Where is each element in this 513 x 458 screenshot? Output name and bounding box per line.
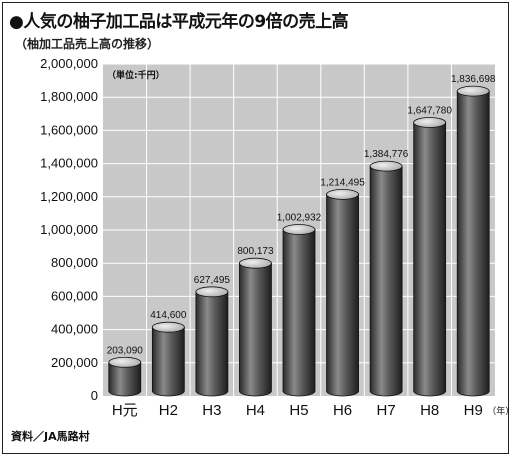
data-label: 203,090 bbox=[107, 345, 144, 356]
y-tick-label: 1,200,000 bbox=[40, 189, 98, 204]
bar-H4: 800,173 bbox=[237, 246, 274, 397]
bar-top bbox=[108, 356, 142, 368]
bar-H3: 627,495 bbox=[194, 275, 231, 397]
chart-subtitle: （柚加工品売上高の推移） bbox=[15, 37, 160, 51]
bar-body bbox=[195, 291, 229, 397]
data-label: 1,647,780 bbox=[407, 105, 452, 116]
bar-H元: 203,090 bbox=[107, 345, 144, 397]
bar-top bbox=[456, 85, 490, 97]
x-tick-label: H3 bbox=[202, 402, 221, 419]
bar-body bbox=[108, 361, 142, 397]
bar-H2: 414,600 bbox=[150, 310, 187, 397]
y-axis-ticks: 0 200,000 400,000 600,000 800,000 1,000,000 1,… bbox=[40, 56, 98, 403]
y-tick-label: 2,000,000 bbox=[40, 56, 98, 71]
bar-top bbox=[195, 286, 229, 298]
data-label: 800,173 bbox=[237, 246, 274, 257]
bar-body bbox=[369, 165, 403, 397]
y-tick-label: 1,600,000 bbox=[40, 122, 98, 137]
chart-title: ●人気の柚子加工品は平成元年の9倍の売上高 bbox=[9, 12, 349, 32]
x-tick-label: H6 bbox=[333, 402, 352, 419]
y-tick-label: 1,800,000 bbox=[40, 89, 98, 104]
data-label: 1,836,698 bbox=[451, 74, 496, 85]
x-tick-label: H5 bbox=[289, 402, 308, 419]
data-label: 627,495 bbox=[194, 275, 231, 286]
bar-body bbox=[239, 262, 272, 397]
bar-body bbox=[151, 326, 185, 397]
y-tick-label: 400,000 bbox=[51, 322, 98, 337]
data-label: 1,002,932 bbox=[277, 213, 322, 224]
bar-body bbox=[326, 193, 359, 397]
bar-H6: 1,214,495 bbox=[320, 177, 365, 397]
x-tick-label: H9 bbox=[464, 402, 483, 419]
bar-body bbox=[413, 122, 447, 397]
y-tick-label: 0 bbox=[91, 388, 98, 403]
x-unit-label: （年） bbox=[487, 405, 508, 417]
bar-body bbox=[282, 229, 316, 397]
bar-H8: 1,647,780 bbox=[407, 105, 452, 397]
x-tick-label: H元 bbox=[112, 402, 138, 419]
bar-top bbox=[326, 188, 359, 200]
bars: 203,090 414,600 627,495 800,173 1,002,932 1,2… bbox=[107, 74, 496, 397]
bar-H7: 1,384,776 bbox=[364, 149, 409, 397]
x-tick-label: H8 bbox=[420, 402, 439, 419]
unit-label: （単位:千円） bbox=[107, 69, 165, 81]
chart-frame: ●人気の柚子加工品は平成元年の9倍の売上高 （柚加工品売上高の推移） 0 200,… bbox=[2, 2, 509, 454]
data-label: 1,384,776 bbox=[364, 149, 409, 160]
bar-top bbox=[413, 117, 447, 128]
x-tick-label: H2 bbox=[159, 402, 178, 419]
bar-H9: 1,836,698 bbox=[451, 74, 496, 397]
bar-top bbox=[282, 224, 316, 235]
y-tick-label: 600,000 bbox=[51, 288, 98, 303]
bar-top bbox=[151, 321, 185, 333]
y-tick-label: 1,400,000 bbox=[40, 156, 98, 171]
data-label: 414,600 bbox=[150, 310, 187, 321]
y-tick-label: 800,000 bbox=[51, 255, 98, 270]
x-axis-categories: H元 H2 H3 H4 H5 H6 H7 H8 H9 （年） bbox=[112, 402, 508, 419]
bar-H5: 1,002,932 bbox=[277, 213, 322, 397]
source-note: 資料／JA馬路村 bbox=[11, 430, 90, 443]
bar-body bbox=[456, 90, 490, 397]
bar-chart: 0 200,000 400,000 600,000 800,000 1,000,000 1,… bbox=[40, 56, 508, 419]
bar-top bbox=[239, 257, 272, 269]
x-tick-label: H7 bbox=[377, 402, 396, 419]
y-tick-label: 1,000,000 bbox=[40, 222, 98, 237]
data-label: 1,214,495 bbox=[320, 177, 365, 188]
x-tick-label: H4 bbox=[246, 402, 265, 419]
bar-top bbox=[369, 160, 403, 172]
y-tick-label: 200,000 bbox=[51, 355, 98, 370]
